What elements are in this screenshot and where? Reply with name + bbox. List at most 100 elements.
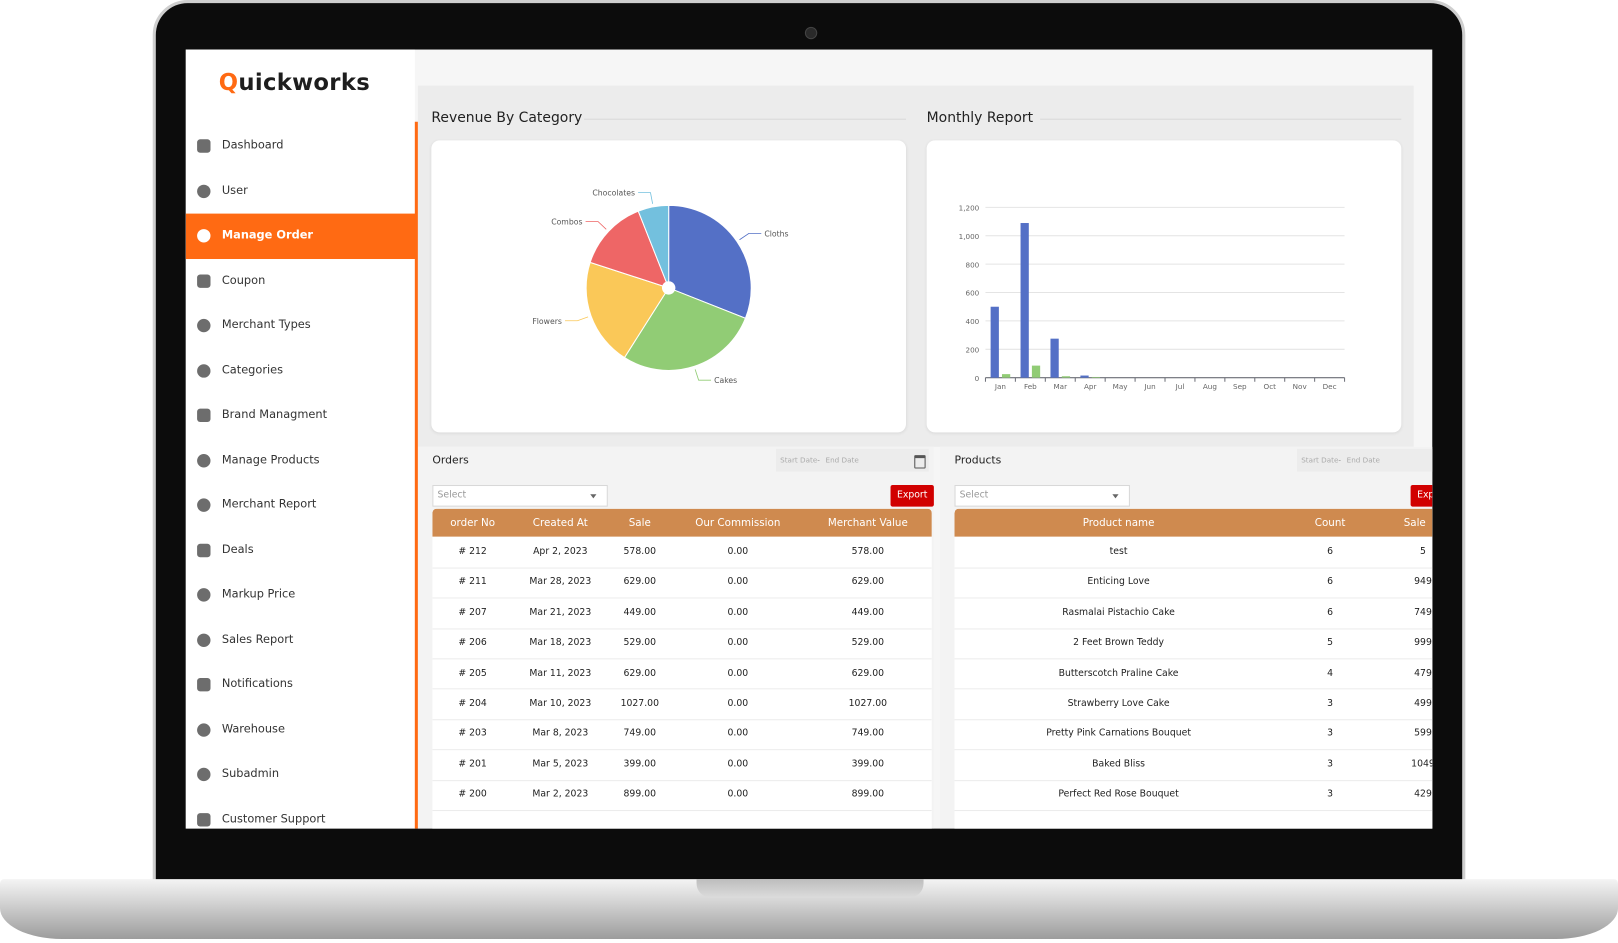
x-tick-label: Feb — [1024, 382, 1037, 391]
icon — [197, 588, 211, 602]
table-cell: 599 — [1414, 728, 1432, 740]
screen: Quickworks Dashboard User Manage Order Coup… — [185, 49, 1433, 829]
pie-slice — [589, 210, 668, 287]
sidebar-item[interactable]: Brand Managment — [186, 393, 417, 438]
select-arrow — [590, 494, 597, 499]
sidebar-item[interactable]: Warehouse — [186, 707, 417, 752]
export-button[interactable]: Export — [1410, 484, 1433, 507]
row-divider — [432, 749, 932, 751]
column-header: Count — [1314, 516, 1346, 529]
row-divider — [432, 567, 932, 569]
x-tick-label: Sep — [1233, 382, 1247, 391]
icon — [197, 767, 211, 782]
table-cell: 629.00 — [623, 577, 657, 588]
y-tick-label: 600 — [965, 289, 979, 298]
x-tick-label: May — [1113, 382, 1129, 391]
table-cell: # 206 — [458, 637, 487, 649]
y-tick-label: 400 — [965, 317, 979, 326]
pie-slice — [668, 204, 752, 319]
leader-line — [694, 369, 712, 381]
leader-line — [585, 221, 607, 230]
row-divider — [432, 597, 932, 599]
row-divider — [432, 627, 932, 629]
date-range[interactable]: Start Date - End Date — [775, 448, 929, 472]
pie-label: Cloths — [764, 229, 788, 238]
divider — [1040, 118, 1402, 120]
row-divider — [954, 688, 1433, 690]
sidebar-item[interactable]: Deals — [186, 528, 417, 573]
icon — [197, 273, 211, 288]
table-cell: 899.00 — [623, 789, 657, 800]
sidebar-label: Manage Products — [221, 452, 320, 466]
table-cell: # 200 — [458, 789, 487, 800]
y-tick-label: 1,200 — [959, 204, 980, 213]
sidebar-item[interactable]: Customer Support — [186, 797, 417, 828]
chart-title: Revenue By Category — [431, 109, 583, 126]
pie-slice — [637, 204, 670, 283]
table-cell: 429 — [1414, 789, 1432, 800]
y-tick-label: 0 — [975, 374, 980, 383]
date-sep: - — [817, 456, 820, 465]
table-cell: # 203 — [458, 728, 487, 740]
sidebar-item[interactable]: Markup Price — [186, 573, 417, 618]
table-cell: 1027.00 — [620, 698, 659, 709]
select[interactable]: Select — [954, 484, 1130, 507]
row-divider — [432, 658, 932, 660]
table-cell: 5 — [1420, 546, 1426, 558]
table-cell: 499 — [1414, 698, 1432, 709]
table-cell: Pretty Pink Carnations Bouquet — [1046, 728, 1191, 740]
table-cell: 749 — [1414, 607, 1432, 618]
table-cell: Mar 10, 2023 — [529, 698, 592, 709]
table-cell: # 204 — [458, 698, 487, 709]
table-cell: 629.00 — [851, 668, 885, 679]
sidebar-item[interactable]: Merchant Report — [186, 483, 417, 528]
table-cell: 0.00 — [727, 607, 749, 618]
icon — [197, 318, 211, 333]
table-cell: Butterscotch Praline Cake — [1058, 668, 1179, 679]
sidebar-item[interactable]: Categories — [186, 348, 417, 393]
table-cell: # 207 — [458, 607, 487, 618]
sidebar-item[interactable]: Merchant Types — [186, 303, 417, 348]
sidebar-item[interactable]: Subadmin — [186, 752, 417, 797]
table-cell: 899.00 — [851, 789, 885, 800]
table-cell: 749.00 — [851, 728, 885, 740]
pie-label: Flowers — [532, 317, 562, 326]
row-divider — [432, 809, 932, 811]
table-cell: 629.00 — [623, 668, 657, 679]
sidebar-label: Manage Order — [221, 228, 314, 242]
icon — [197, 722, 211, 737]
date-range[interactable]: Start Date - End Date — [1297, 448, 1433, 472]
sidebar-item[interactable]: Manage Order — [185, 213, 417, 260]
sidebar-item[interactable]: Sales Report — [186, 618, 417, 663]
logo: Quickworks — [218, 70, 371, 96]
select[interactable]: Select — [432, 484, 608, 507]
icon — [197, 453, 211, 467]
table-cell: 529.00 — [623, 637, 657, 649]
column-header: Sale — [1403, 516, 1426, 529]
sidebar-item[interactable]: Manage Products — [186, 438, 417, 483]
sidebar-item[interactable]: Dashboard — [186, 124, 417, 169]
sidebar: Quickworks Dashboard User Manage Order Coup… — [185, 49, 417, 829]
y-tick-label: 1,000 — [959, 232, 980, 241]
sidebar-item[interactable]: User — [186, 169, 417, 214]
sidebar-item[interactable]: Coupon — [186, 258, 417, 303]
table-cell: 1049 — [1411, 759, 1432, 770]
bar — [1061, 376, 1071, 378]
row-divider — [954, 809, 1433, 811]
sidebar-label: User — [221, 183, 248, 197]
export-button[interactable]: Export — [890, 484, 934, 507]
sidebar-label: Categories — [221, 362, 284, 377]
table-cell: 1027.00 — [848, 698, 888, 709]
table-cell: 0.00 — [727, 637, 749, 649]
table-cell: 3 — [1327, 759, 1334, 770]
table-cell: Mar 11, 2023 — [529, 668, 592, 679]
table-cell: Strawberry Love Cake — [1067, 698, 1170, 709]
y-tick-label: 800 — [965, 260, 979, 269]
x-tick-label: Oct — [1264, 382, 1277, 391]
date-start: Start Date — [1301, 456, 1339, 465]
table-cell: Mar 5, 2023 — [532, 759, 589, 770]
pie-label: Cakes — [714, 376, 737, 385]
table-cell: # 212 — [458, 546, 487, 558]
sidebar-item[interactable]: Notifications — [186, 662, 417, 707]
bar — [1001, 374, 1011, 378]
